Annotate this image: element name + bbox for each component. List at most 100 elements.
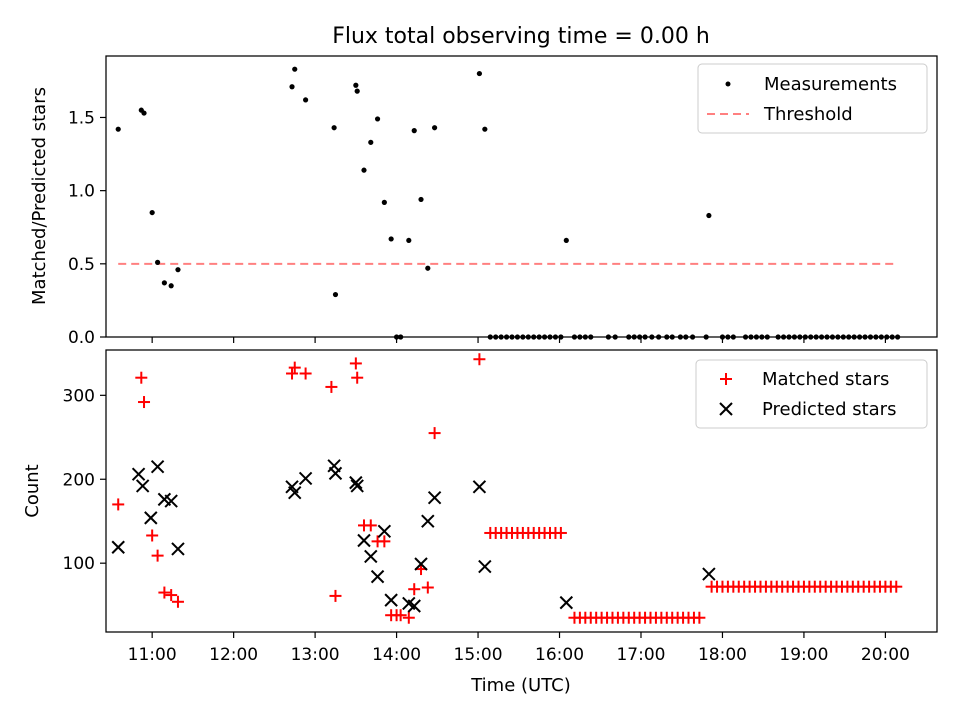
predicted-star-point	[164, 494, 178, 508]
panel-counts-x-ticks: 11:00 12:00 13:00 14:00 15:00 16:00 17:00 18:00…	[128, 632, 910, 665]
measurement-point	[168, 283, 174, 289]
measurement-point	[289, 84, 295, 90]
measurement-point	[175, 267, 181, 273]
legend-label-threshold: Threshold	[763, 104, 853, 125]
predicted-star-point	[150, 459, 165, 474]
x-tick-label: 13:00	[291, 645, 340, 665]
measurement-point	[381, 199, 387, 205]
legend-box	[697, 63, 928, 134]
y-tick-label: 200	[63, 470, 95, 490]
panel-counts-y-ticks: 100 200 300	[63, 386, 106, 574]
matched-star-point	[165, 589, 178, 602]
y-tick-label: 1.0	[68, 182, 95, 202]
measurement-point	[115, 126, 121, 132]
matched-star-point	[364, 519, 377, 532]
matched-star-point	[554, 526, 567, 539]
matched-star-point	[158, 586, 171, 599]
x-tick-label: 15:00	[454, 645, 503, 665]
legend-label-measurements: Measurements	[764, 74, 897, 95]
predicted-star-point	[364, 549, 378, 564]
matched-star-point	[286, 367, 299, 380]
measurement-point	[154, 259, 161, 265]
matched-star-point	[394, 609, 407, 622]
matched-star-point	[151, 549, 164, 562]
panel-ratio-y-ticks: 0.0 0.5 1.0 1.5	[68, 108, 106, 348]
matched-star-point	[693, 611, 706, 624]
matched-star-point	[890, 580, 903, 593]
x-tick-label: 17:00	[616, 645, 665, 665]
panel-ratio-x-ticks	[151, 337, 887, 343]
matched-star-point	[473, 353, 486, 366]
predicted-star-point	[472, 480, 487, 494]
measurement-point	[418, 196, 424, 203]
predicted-star-point	[357, 533, 371, 548]
matched-star-point	[421, 581, 434, 594]
predicted-star-point	[421, 514, 435, 528]
panel-ratio-legend: Measurements Threshold	[697, 63, 928, 134]
matched-star-point	[351, 371, 364, 384]
x-tick-label: 14:00	[372, 645, 421, 665]
measurement-point	[388, 236, 394, 242]
panel-counts-ylabel: Count	[22, 464, 43, 517]
measurement-point	[149, 209, 155, 216]
matched-star-point	[112, 498, 125, 511]
matched-star-point	[408, 583, 421, 596]
predicted-star-point	[384, 593, 398, 607]
predicted-star-point	[144, 511, 158, 525]
measurement-point	[332, 291, 339, 298]
panel-counts: 100 200 300 11:00 12:00 13:00 14:00 15:00 16:00…	[22, 349, 938, 696]
matched-star-point	[402, 611, 415, 624]
predicted-star-point	[559, 595, 574, 610]
matched-star-point	[135, 371, 148, 384]
legend-label-predicted: Predicted stars	[762, 399, 896, 420]
measurement-point	[425, 265, 431, 271]
predicted-star-point	[702, 567, 716, 581]
matched-star-point	[325, 380, 338, 393]
legend-marker-predicted	[719, 402, 733, 416]
measurement-point	[303, 97, 309, 103]
x-tick-label: 19:00	[779, 645, 828, 665]
panel-ratio-ylabel: Matched/Predicted stars	[29, 87, 50, 305]
matched-star-point	[329, 589, 342, 602]
predicted-star-point	[407, 599, 421, 613]
measurement-point	[141, 110, 147, 116]
measurement-point	[354, 88, 360, 94]
panel-counts-legend: Matched stars Predicted stars	[695, 359, 928, 429]
y-tick-label: 1.5	[68, 108, 95, 128]
measurement-point	[411, 128, 417, 134]
matched-star-point	[378, 535, 391, 548]
measurement-point	[406, 237, 412, 244]
predicted-star-point	[370, 569, 385, 584]
counts-layer	[111, 353, 903, 624]
measurement-point	[706, 212, 712, 219]
measurement-point	[563, 237, 569, 244]
measurement-point	[331, 125, 337, 131]
predicted-star-point	[131, 467, 146, 481]
measurement-point	[374, 116, 381, 122]
legend-marker-measurements	[725, 81, 731, 87]
measurement-point	[292, 66, 298, 72]
matched-star-point	[299, 367, 312, 380]
matched-star-point	[171, 595, 184, 608]
legend-label-matched: Matched stars	[762, 369, 889, 390]
y-tick-label: 300	[63, 386, 95, 406]
x-tick-label: 16:00	[535, 645, 584, 665]
x-tick-label: 18:00	[698, 645, 747, 665]
measurement-point	[353, 82, 359, 88]
measurement-point	[431, 125, 438, 131]
matched-star-point	[138, 396, 151, 409]
predicted-star-point	[111, 540, 125, 554]
figure-title: Flux total observing time = 0.00 h	[332, 24, 710, 49]
y-tick-label: 100	[63, 554, 95, 574]
matched-star-point	[349, 357, 362, 370]
predicted-star-point	[171, 542, 185, 556]
predicted-star-point	[288, 485, 302, 500]
predicted-star-point	[377, 524, 392, 538]
predicted-star-point	[478, 559, 492, 574]
panel-counts-frame	[105, 349, 938, 633]
measurement-point	[161, 280, 167, 286]
predicted-star-point	[350, 479, 364, 493]
matched-star-point	[288, 361, 301, 374]
panel-ratio-frame	[105, 55, 938, 338]
